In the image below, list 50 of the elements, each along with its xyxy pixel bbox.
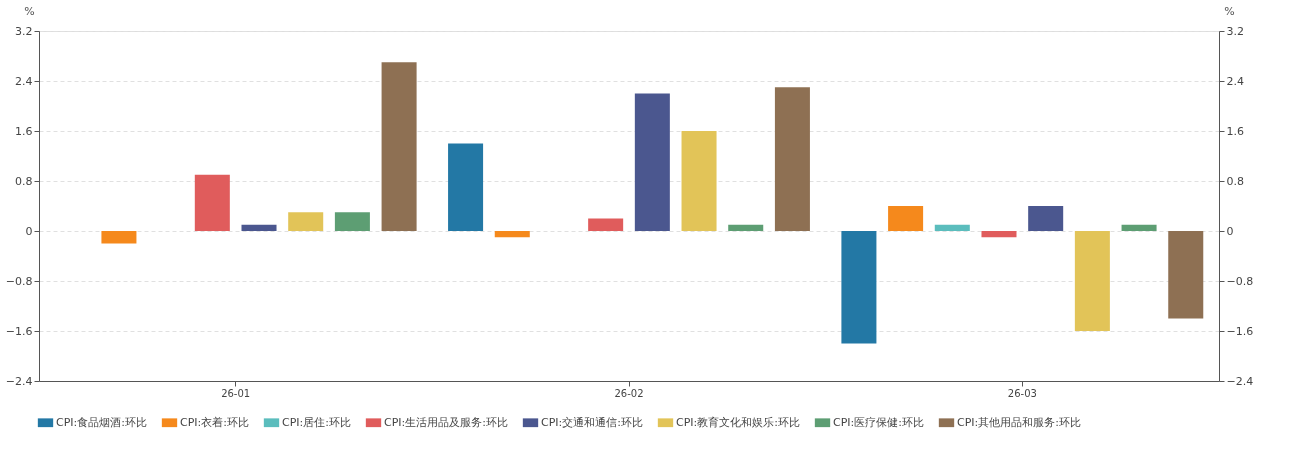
y2-tick-label: −2.4 [1226,374,1254,388]
bar [101,231,137,244]
y2-axis-title: % [1224,4,1235,18]
legend-label: CPI:生活用品及服务:环比 [384,415,508,429]
bar [981,231,1017,238]
bar [194,174,230,231]
bar [381,62,417,231]
legend-label: CPI:居住:环比 [282,415,351,429]
bar [634,93,670,231]
bar [934,224,970,231]
y-axis-title: % [24,4,35,18]
bar [841,231,877,344]
x-tick-label: 26-01 [221,387,251,399]
y-tick-label: 3.2 [15,24,33,38]
bar [681,131,717,231]
y2-tick-label: 0.8 [1226,174,1244,188]
legend-label: CPI:衣着:环比 [180,415,249,429]
bar [334,212,370,231]
bar [494,231,530,238]
y-tick-label: −1.6 [5,324,33,338]
y-tick-label: 0 [25,224,33,238]
y2-tick-label: −1.6 [1226,324,1254,338]
bar [241,224,277,231]
bar [448,143,484,231]
bar [1028,206,1064,231]
legend-label: CPI:医疗保健:环比 [833,415,924,429]
y2-tick-label: 3.2 [1226,24,1244,38]
bar [588,218,624,231]
y2-tick-label: 2.4 [1226,74,1244,88]
y-tick-label: 2.4 [15,74,33,88]
bar [1168,231,1204,319]
bar [288,212,324,231]
legend-label: CPI:交通和通信:环比 [541,415,643,429]
y-tick-label: 0.8 [15,174,33,188]
y2-tick-label: 1.6 [1226,124,1244,138]
y2-tick-label: 0 [1226,224,1234,238]
y-tick-label: −2.4 [5,374,33,388]
bar [888,206,924,231]
legend-label: CPI:教育文化和娱乐:环比 [676,415,800,429]
y2-tick-label: −0.8 [1226,274,1254,288]
y-tick-label: 1.6 [15,124,33,138]
x-tick-label: 26-03 [1007,387,1037,399]
x-tick-label: 26-02 [614,387,644,399]
bar [774,87,810,231]
legend-label: CPI:其他用品和服务:环比 [957,415,1081,429]
bar [1074,231,1110,331]
bar [728,224,764,231]
y-tick-label: −0.8 [5,274,33,288]
legend-label: CPI:食品烟酒:环比 [56,415,147,429]
bar [1121,224,1157,231]
